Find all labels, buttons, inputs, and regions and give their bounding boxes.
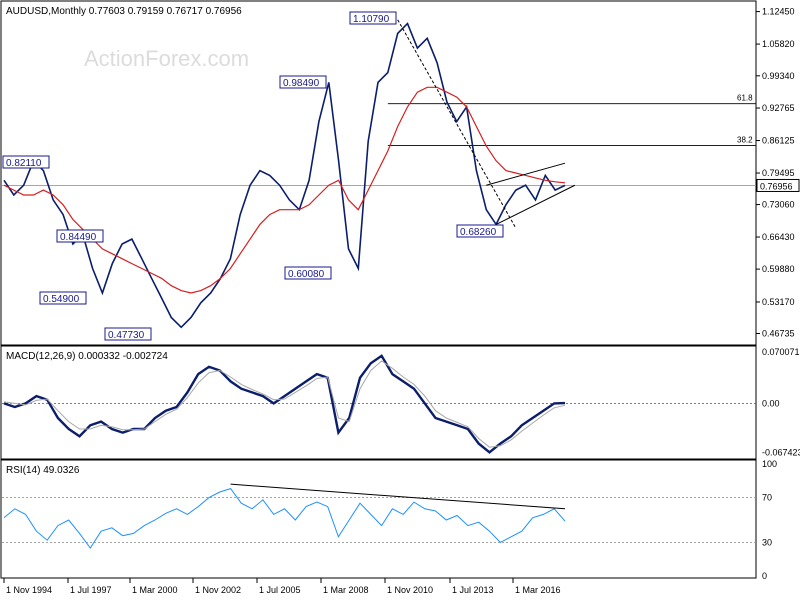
price-panel-frame xyxy=(0,0,757,346)
price-annotation-box xyxy=(2,155,50,169)
rsi-axis-label: 0 xyxy=(762,571,767,581)
rsi-panel-frame xyxy=(0,459,757,579)
price-axis-label: 0.79495 xyxy=(762,168,795,178)
price-annotation-box xyxy=(39,291,87,305)
rsi-axis-label: 30 xyxy=(762,537,772,547)
price-annotation-box xyxy=(56,229,104,243)
price-axis-label: 0.66430 xyxy=(762,232,795,242)
macd-layer xyxy=(2,354,756,454)
x-axis-label: 1 Nov 2002 xyxy=(195,585,241,595)
macd-axis-label: -0.067423 xyxy=(762,448,800,458)
price-annotation-label: 0.98490 xyxy=(283,78,320,89)
price-layer: 61.8 38.2 0.82110 0.84490 0.54900 0.47730 0.98… xyxy=(2,11,756,341)
macd-signal-line xyxy=(3,360,566,448)
price-annotation-label: 1.10790 xyxy=(353,14,390,25)
price-annotation-label: 0.68260 xyxy=(460,227,497,238)
price-axis-label: 0.92765 xyxy=(762,103,795,113)
x-axis-label: 1 Jul 2005 xyxy=(259,585,301,595)
price-annotation-box xyxy=(284,266,332,280)
x-axis-label: 1 Nov 2010 xyxy=(387,585,433,595)
rsi-line xyxy=(3,488,566,549)
rsi-header: RSI(14) 49.0326 xyxy=(6,465,80,476)
watermark: ActionForex.com xyxy=(84,46,249,71)
price-axis-label: 1.05820 xyxy=(762,39,795,49)
price-annotation-label: 0.82110 xyxy=(6,158,42,169)
fib-level-label: 61.8 xyxy=(737,94,753,103)
x-axis-label: 1 Jul 1997 xyxy=(70,585,112,595)
price-axis-label: 0.86125 xyxy=(762,136,795,146)
current-price-box xyxy=(756,178,800,192)
price-annotation-label: 0.47730 xyxy=(108,330,145,341)
rsi-trend-line xyxy=(230,483,566,510)
price-axis-label: 0.59880 xyxy=(762,264,795,274)
x-axis-label: 1 Jul 2013 xyxy=(452,585,494,595)
macd-macd-line xyxy=(3,354,566,454)
price-axis-label: 0.73060 xyxy=(762,200,795,210)
channel-lower-line xyxy=(495,184,576,225)
price-annotation-label: 0.54900 xyxy=(43,294,80,305)
rsi-layer xyxy=(2,483,756,549)
macd-panel-frame xyxy=(0,345,757,460)
price-axis-label: 0.99340 xyxy=(762,71,795,81)
x-axis-label: 1 Mar 2000 xyxy=(132,585,178,595)
macd-header: MACD(12,26,9) 0.000332 -0.002724 xyxy=(6,351,168,362)
price-axis-label: 1.12450 xyxy=(762,7,795,17)
current-price-label: 0.76956 xyxy=(760,181,793,191)
price-annotation-label: 0.84490 xyxy=(60,232,97,243)
macd-axis-label: 0.070071 xyxy=(762,347,800,357)
price-annotation-box xyxy=(104,327,152,341)
price-header: AUDUSD,Monthly 0.77603 0.79159 0.76717 0… xyxy=(6,6,242,17)
channel-upper-line xyxy=(486,162,566,186)
price-axis-label: 0.46735 xyxy=(762,329,795,339)
price-line xyxy=(3,22,566,329)
macd-axis-label: 0.00 xyxy=(762,398,780,408)
price-annotation-box xyxy=(456,224,504,238)
x-axis-label: 1 Mar 2008 xyxy=(323,585,369,595)
price-annotation-box xyxy=(349,11,397,25)
ma-line xyxy=(3,86,566,294)
price-axis-label: 0.53170 xyxy=(762,297,795,307)
price-annotation-label: 0.60080 xyxy=(288,269,325,280)
price-annotation-box xyxy=(279,75,327,89)
rsi-axis-label: 70 xyxy=(762,493,772,503)
x-axis-label: 1 Mar 2016 xyxy=(515,585,561,595)
x-axis-label: 1 Nov 1994 xyxy=(6,585,52,595)
rsi-axis-label: 100 xyxy=(762,459,777,469)
fib-level-label: 38.2 xyxy=(737,136,753,145)
axis-layer: 1.12450 1.05820 0.99340 0.92765 0.86125 0.794… xyxy=(3,7,800,595)
